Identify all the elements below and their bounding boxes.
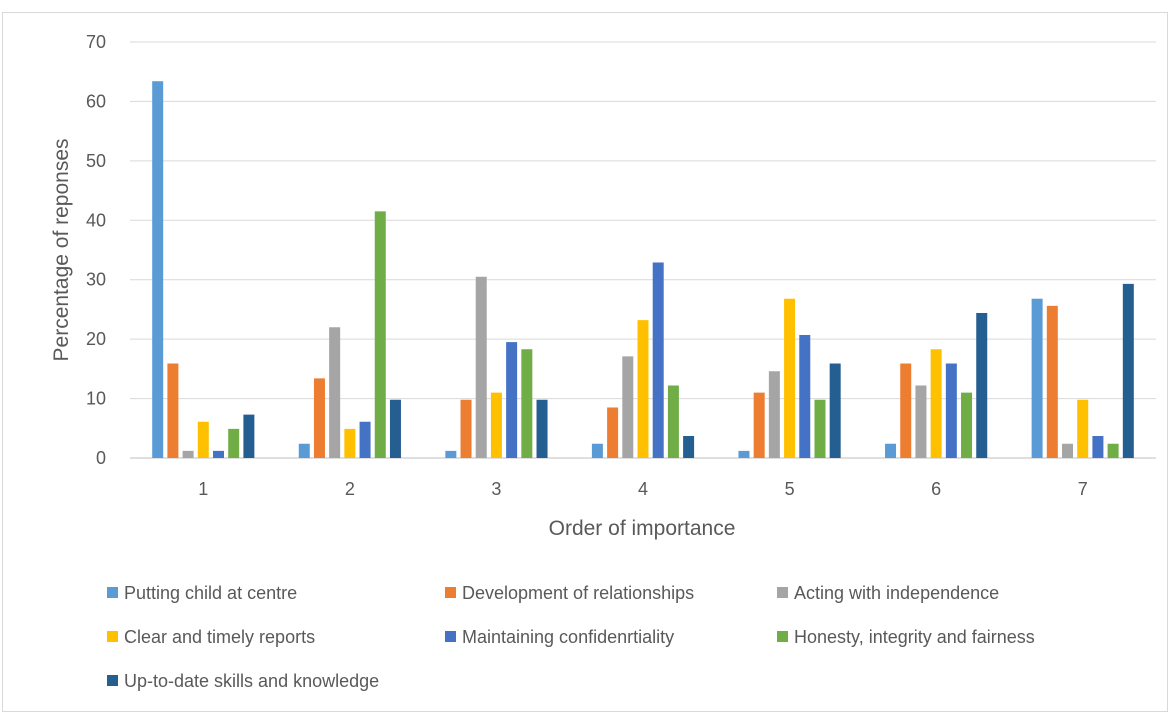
y-tick-label: 10 xyxy=(86,389,106,409)
bar xyxy=(976,313,987,458)
legend-label: Maintaining confidenrtiality xyxy=(462,627,674,647)
y-tick-label: 60 xyxy=(86,91,106,111)
x-tick-label: 6 xyxy=(931,479,941,499)
bar xyxy=(1032,299,1043,458)
bar xyxy=(638,320,649,458)
bar xyxy=(900,364,911,458)
bar xyxy=(1092,436,1103,458)
bar xyxy=(506,342,517,458)
y-tick-label: 0 xyxy=(96,448,106,468)
bar xyxy=(946,364,957,458)
bar xyxy=(243,415,254,458)
y-tick-label: 30 xyxy=(86,270,106,290)
bar xyxy=(491,393,502,458)
legend-swatch xyxy=(777,631,788,642)
bar xyxy=(653,262,664,458)
bar xyxy=(476,277,487,458)
bar xyxy=(344,429,355,458)
bars xyxy=(152,81,1134,458)
x-tick-label: 5 xyxy=(785,479,795,499)
y-tick-label: 70 xyxy=(86,32,106,52)
y-axis-ticks: 0 10 20 30 40 50 60 70 xyxy=(86,32,106,468)
bar xyxy=(738,451,749,458)
bar xyxy=(683,436,694,458)
bar xyxy=(521,349,532,458)
x-tick-label: 3 xyxy=(491,479,501,499)
bar xyxy=(961,393,972,458)
legend-swatch xyxy=(107,675,118,686)
x-tick-label: 4 xyxy=(638,479,648,499)
bar xyxy=(592,444,603,458)
bar xyxy=(537,400,548,458)
legend-swatch xyxy=(445,631,456,642)
bar xyxy=(814,400,825,458)
bar xyxy=(622,356,633,458)
bar xyxy=(329,327,340,458)
legend-item: Development of relationships xyxy=(445,583,694,603)
bar xyxy=(445,451,456,458)
bar xyxy=(152,81,163,458)
bar xyxy=(1108,444,1119,458)
legend-swatch xyxy=(777,587,788,598)
legend-item: Clear and timely reports xyxy=(107,627,315,647)
legend-item: Honesty, integrity and fairness xyxy=(777,627,1035,647)
legend: Putting child at centre Development of re… xyxy=(107,583,1035,691)
bar xyxy=(754,393,765,458)
bar xyxy=(1123,284,1134,458)
bar xyxy=(885,444,896,458)
bar xyxy=(299,444,310,458)
legend-item: Acting with independence xyxy=(777,583,999,603)
bar xyxy=(1047,306,1058,458)
bar xyxy=(607,407,618,458)
x-axis-ticks: 1 2 3 4 5 6 7 xyxy=(198,479,1087,499)
bar xyxy=(668,386,679,459)
bar xyxy=(799,335,810,458)
bar xyxy=(1077,400,1088,458)
legend-label: Acting with independence xyxy=(794,583,999,603)
legend-label: Clear and timely reports xyxy=(124,627,315,647)
bar xyxy=(183,451,194,458)
legend-swatch xyxy=(107,587,118,598)
bar xyxy=(314,378,325,458)
y-tick-label: 20 xyxy=(86,329,106,349)
bar xyxy=(360,422,371,458)
bar xyxy=(390,400,401,458)
legend-label: Up-to-date skills and knowledge xyxy=(124,671,379,691)
legend-label: Development of relationships xyxy=(462,583,694,603)
legend-item: Maintaining confidenrtiality xyxy=(445,627,674,647)
legend-label: Honesty, integrity and fairness xyxy=(794,627,1035,647)
legend-label: Putting child at centre xyxy=(124,583,297,603)
bar xyxy=(784,299,795,458)
bar xyxy=(769,371,780,458)
x-axis-title: Order of importance xyxy=(549,517,736,540)
bar xyxy=(198,422,209,458)
bar xyxy=(915,386,926,459)
legend-swatch xyxy=(107,631,118,642)
y-axis-title: Percentage of reponses xyxy=(50,139,73,362)
bar xyxy=(1062,444,1073,458)
y-tick-label: 50 xyxy=(86,151,106,171)
legend-swatch xyxy=(445,587,456,598)
x-tick-label: 2 xyxy=(345,479,355,499)
bar xyxy=(830,364,841,458)
y-tick-label: 40 xyxy=(86,210,106,230)
bar xyxy=(213,451,224,458)
x-tick-label: 1 xyxy=(198,479,208,499)
bar xyxy=(931,349,942,458)
legend-item: Putting child at centre xyxy=(107,583,297,603)
x-tick-label: 7 xyxy=(1078,479,1088,499)
bar xyxy=(461,400,472,458)
bar xyxy=(228,429,239,458)
bar xyxy=(375,211,386,458)
legend-item: Up-to-date skills and knowledge xyxy=(107,671,379,691)
bar xyxy=(167,364,178,458)
